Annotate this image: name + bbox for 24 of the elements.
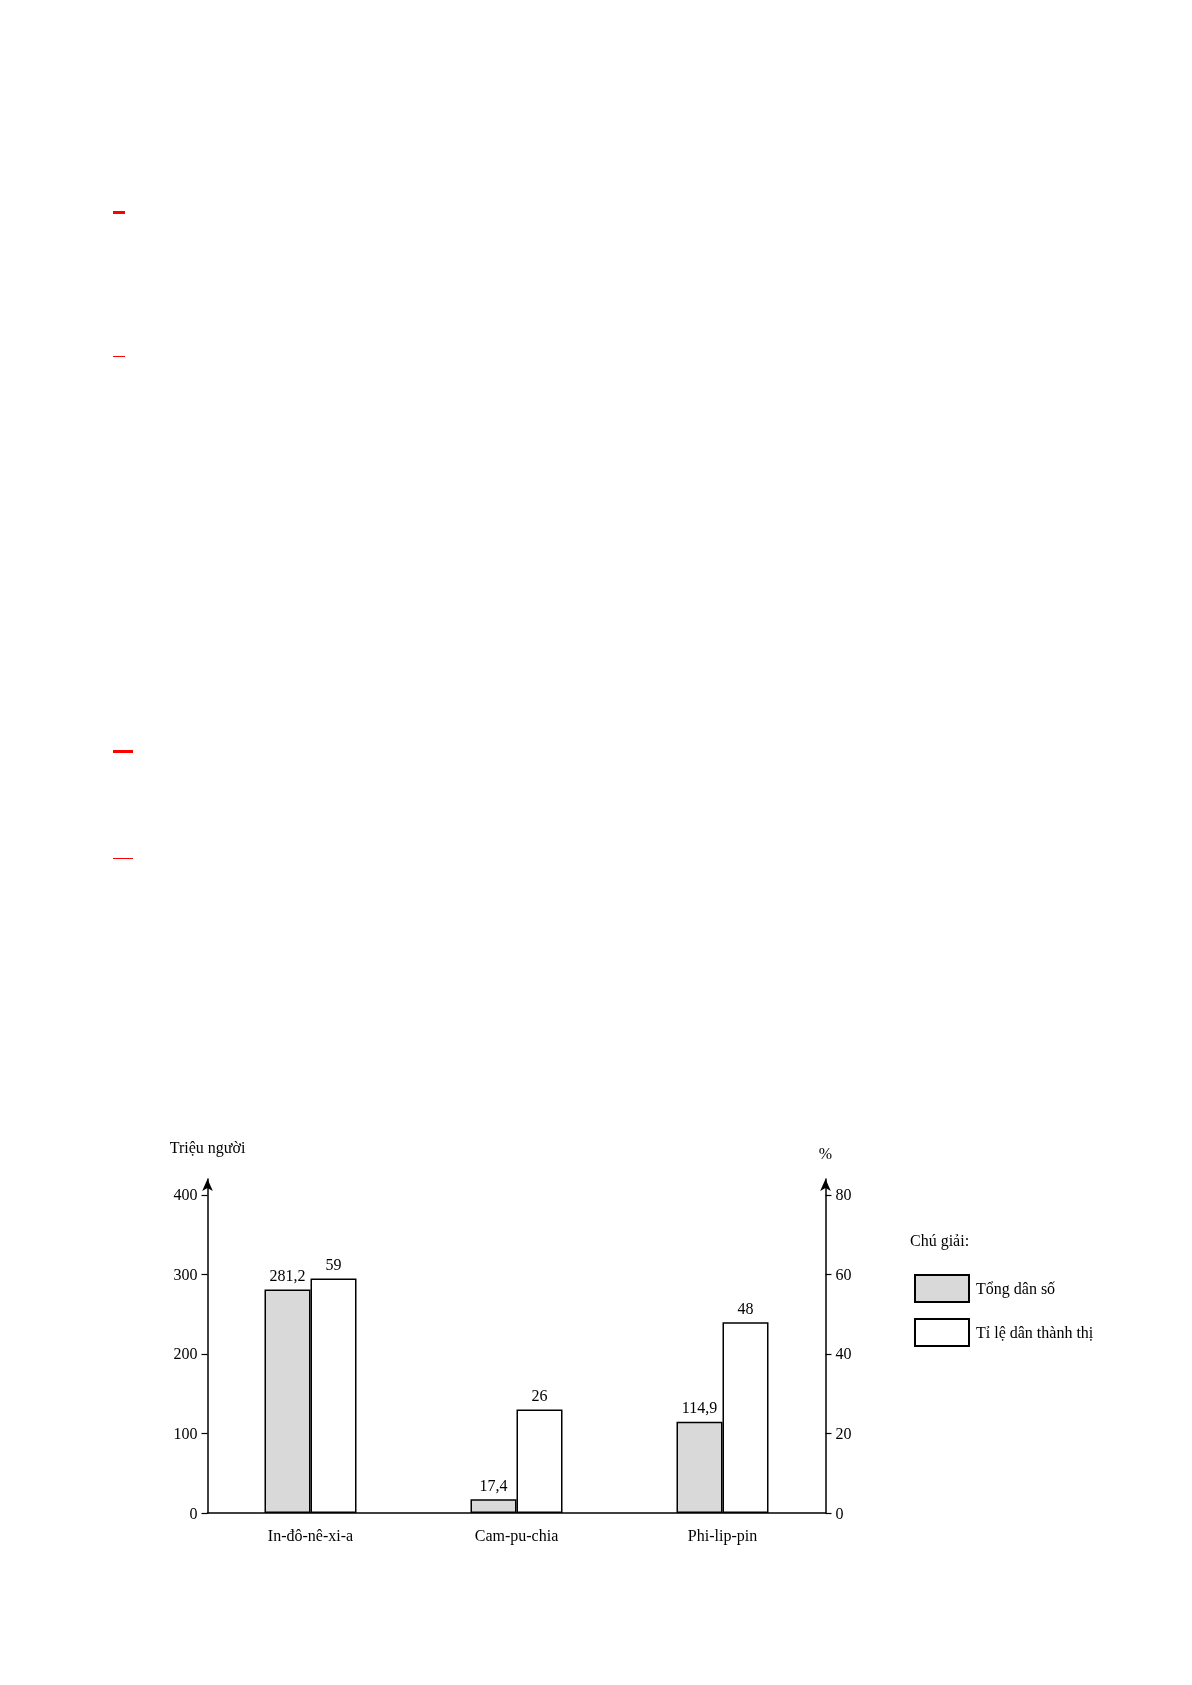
legend-label: Tổng dân số <box>976 1280 1056 1298</box>
y2-tick-label: 20 <box>835 1424 852 1442</box>
x-tick-label: Phi-lip-pin <box>687 1526 758 1545</box>
y2-tick-label: 60 <box>835 1265 852 1283</box>
y-tick-label: 200 <box>173 1345 198 1363</box>
legend-label: Tỉ lệ dân thành thị <box>976 1324 1094 1341</box>
x-tick-label: In-đô-nê-xi-a <box>267 1526 354 1544</box>
x-tick-label: Cam-pu-chia <box>474 1526 559 1545</box>
y-tick-label: 100 <box>173 1424 198 1442</box>
legend-title: Chú giải: <box>910 1231 970 1250</box>
y-tick-label: 400 <box>173 1186 198 1204</box>
data-label: 26 <box>531 1387 548 1405</box>
y2-tick-label: 80 <box>835 1186 852 1204</box>
y-tick-label: 0 <box>189 1504 198 1522</box>
y2-tick-label: 40 <box>835 1345 852 1363</box>
y-tick-label: 300 <box>173 1265 198 1283</box>
data-label: 114,9 <box>681 1399 718 1417</box>
y2-tick-label: 0 <box>835 1504 844 1522</box>
data-label: 281,2 <box>269 1266 306 1284</box>
y2-axis-title: % <box>818 1144 833 1162</box>
data-label: 48 <box>737 1299 754 1317</box>
data-label: 59 <box>325 1255 342 1273</box>
data-label: 17,4 <box>479 1476 508 1494</box>
y-axis-title: Triệu người <box>169 1138 246 1157</box>
